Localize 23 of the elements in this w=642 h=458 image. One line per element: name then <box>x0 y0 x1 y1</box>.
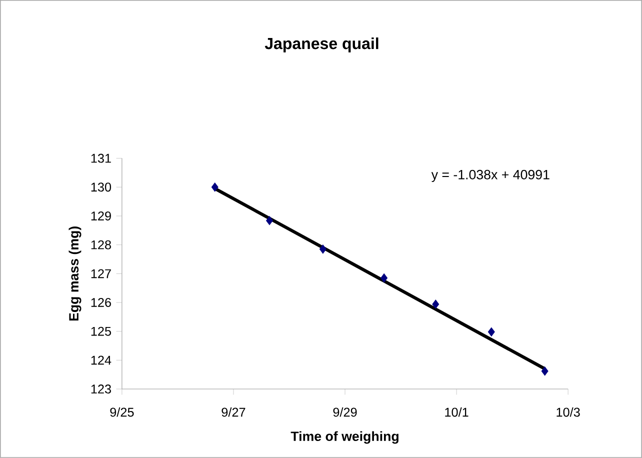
chart-title: Japanese quail <box>264 37 378 52</box>
y-axis-title: Egg mass (mg) <box>68 226 82 321</box>
x-tick-label: 10/3 <box>556 407 580 417</box>
y-tick-label: 131 <box>91 154 111 163</box>
x-tick-label: 10/1 <box>445 407 468 417</box>
y-tick-label: 126 <box>91 298 111 308</box>
y-tick-label: 123 <box>91 384 111 394</box>
y-tick-label: 127 <box>91 269 111 278</box>
x-tick-label: 9/27 <box>222 407 246 417</box>
y-tick-label: 129 <box>91 212 111 220</box>
y-tick-label: 130 <box>91 182 112 192</box>
point <box>432 300 440 309</box>
y-tick-label: 125 <box>91 326 112 336</box>
point <box>211 182 218 192</box>
x-tick-label: 9/29 <box>333 407 357 417</box>
x-tick-label: 9/25 <box>110 407 134 417</box>
y-tick-label: 128 <box>91 240 111 250</box>
point <box>488 327 495 336</box>
point <box>266 216 273 226</box>
point <box>541 366 548 376</box>
annotation: y = -1.038x + 40991 <box>431 170 550 182</box>
y-tick-label: 124 <box>91 356 112 365</box>
x-axis-title: Time of weighing <box>290 431 398 444</box>
